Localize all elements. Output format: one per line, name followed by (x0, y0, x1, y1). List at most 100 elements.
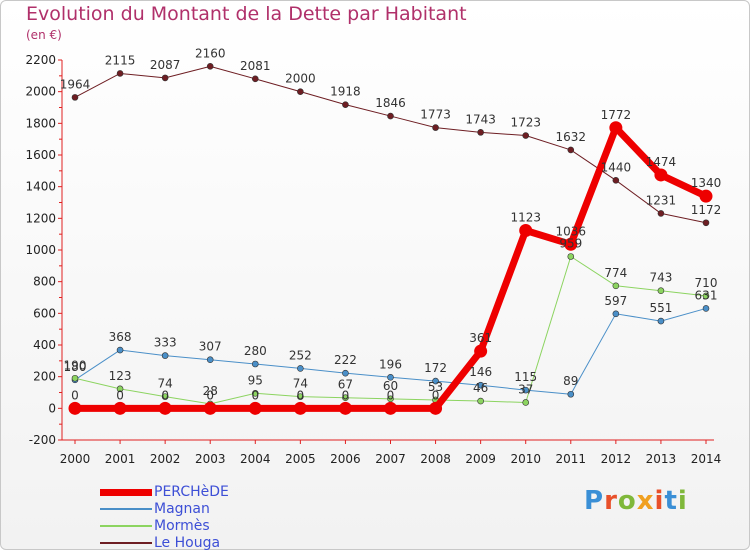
data-point (612, 310, 620, 318)
data-point (116, 385, 124, 393)
data-point (113, 401, 127, 415)
data-point (206, 356, 214, 364)
chart-title: Evolution du Montant de la Dette par Hab… (26, 3, 467, 25)
unit-label: (en €) (26, 28, 62, 42)
y-tick-label: 200 (33, 370, 56, 384)
data-point (342, 369, 349, 377)
logo-letter: i (677, 486, 688, 516)
logo-letter: r (604, 486, 618, 516)
legend-label-mormes: Mormès (154, 518, 210, 534)
data-point (68, 401, 82, 415)
data-point (699, 189, 713, 203)
logo-letter: o (617, 486, 637, 516)
data-label: 46 (473, 381, 488, 395)
data-point (338, 401, 352, 415)
data-label: 307 (199, 340, 222, 354)
data-label: 146 (469, 365, 492, 379)
data-point (251, 389, 259, 397)
data-point (251, 75, 259, 83)
data-label: 333 (154, 336, 177, 350)
data-point (429, 401, 443, 415)
x-tick-label: 2011 (556, 452, 587, 466)
data-point (567, 390, 575, 398)
y-tick-label: 1600 (25, 148, 56, 162)
data-label: 2115 (105, 53, 136, 67)
data-point (477, 381, 484, 389)
logo-letter: x (636, 486, 655, 516)
data-point (702, 292, 710, 300)
data-point (522, 399, 530, 406)
data-label: 28 (203, 384, 218, 398)
data-label: 2087 (150, 58, 181, 72)
data-point (477, 397, 484, 405)
data-point (387, 373, 394, 381)
data-label: 1123 (510, 211, 541, 225)
data-point (609, 121, 623, 135)
data-label: 361 (469, 331, 492, 345)
data-label: 1340 (691, 176, 722, 190)
logo-letter: t (664, 486, 678, 516)
x-tick-label: 2014 (691, 452, 722, 466)
data-label: 1964 (60, 77, 91, 91)
y-tick-label: 600 (33, 306, 56, 320)
data-point (116, 70, 124, 77)
legend-swatch-mormes (100, 525, 152, 527)
proxiti-logo: Proxiti (584, 486, 688, 516)
data-label: 53 (428, 380, 443, 394)
data-point (158, 401, 172, 415)
data-point (116, 346, 124, 354)
data-label: 89 (563, 374, 578, 388)
y-tick-label: 800 (33, 275, 56, 289)
data-point (161, 393, 169, 400)
data-point (564, 237, 578, 251)
legend-swatch-le-houga (100, 542, 152, 544)
data-label: 0 (297, 388, 305, 402)
data-label: 37 (518, 382, 533, 396)
x-tick-label: 2000 (60, 452, 91, 466)
data-label: 1172 (691, 203, 722, 217)
x-tick-label: 2008 (420, 452, 451, 466)
logo-letter: i (654, 486, 665, 516)
data-label: 1743 (465, 112, 496, 126)
data-point (342, 101, 349, 108)
y-tick-label: 1000 (25, 243, 56, 257)
data-point (657, 210, 665, 217)
data-label: 774 (604, 266, 627, 280)
data-point (387, 112, 394, 120)
data-label: 2081 (240, 59, 271, 73)
data-point (612, 282, 620, 290)
x-tick-label: 2005 (285, 452, 316, 466)
data-point (519, 224, 533, 238)
y-tick-label: 2000 (25, 85, 56, 99)
data-label: 0 (161, 388, 169, 402)
data-label: 1723 (510, 116, 541, 130)
data-label: 190 (64, 358, 87, 372)
data-point (567, 146, 575, 154)
x-tick-label: 2009 (465, 452, 496, 466)
data-point (297, 88, 304, 95)
data-label: 1632 (556, 130, 587, 144)
logo-letter: P (584, 486, 605, 516)
data-point (432, 124, 439, 131)
data-point (657, 317, 665, 325)
data-point (161, 352, 169, 359)
data-label: 1773 (420, 108, 451, 122)
legend-label-magnan: Magnan (154, 501, 210, 517)
data-point (297, 365, 304, 372)
x-tick-label: 2003 (195, 452, 226, 466)
data-point (477, 129, 484, 136)
data-point (567, 253, 575, 260)
data-label: 1846 (375, 96, 406, 110)
data-point (71, 374, 79, 382)
data-label: 115 (514, 370, 537, 384)
data-label: 0 (71, 388, 79, 402)
data-label: 368 (109, 330, 132, 344)
data-label: 60 (383, 379, 398, 393)
x-tick-label: 2007 (375, 452, 406, 466)
data-point (522, 386, 530, 394)
data-point (657, 287, 665, 294)
data-label: 1772 (601, 108, 632, 122)
data-label: 1440 (601, 160, 632, 174)
data-label: 252 (289, 348, 312, 362)
data-label: 743 (649, 271, 672, 285)
